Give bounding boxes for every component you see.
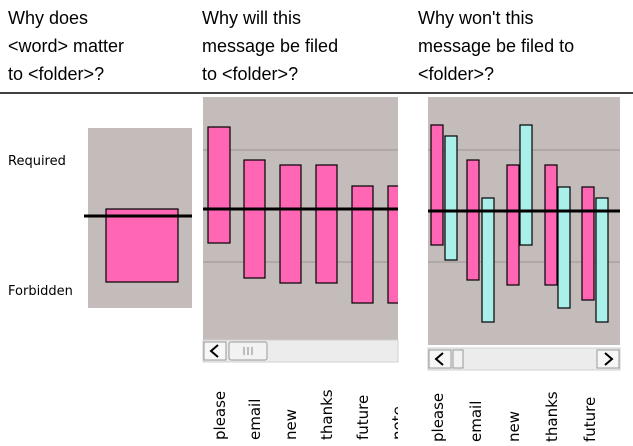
word-label: new (282, 409, 300, 440)
word-label: please (429, 393, 447, 442)
header-line: to <folder>? (8, 64, 104, 84)
bar (481, 197, 495, 323)
bar (595, 197, 609, 323)
bar (279, 164, 302, 284)
bar (466, 159, 480, 281)
scroll-right[interactable] (596, 349, 620, 369)
scroll-left[interactable] (428, 349, 452, 369)
arrow-icon (209, 344, 219, 358)
grip-icon (243, 347, 253, 355)
bar (519, 124, 533, 246)
header-line: Why won't this (418, 8, 533, 28)
word-label: new (505, 411, 523, 442)
scroll-left[interactable] (203, 341, 227, 361)
header-line: to <folder>? (202, 64, 298, 84)
bar (315, 164, 338, 284)
header-line: Why does (8, 8, 88, 28)
word-label: thanks (318, 389, 336, 440)
required-label: Required (8, 154, 66, 169)
bar (581, 186, 595, 301)
header-line: message be filed to (418, 36, 574, 56)
word-label: future (581, 397, 599, 442)
scroll-thumb[interactable] (452, 349, 464, 369)
bar (207, 126, 231, 244)
forbidden-label: Forbidden (8, 284, 73, 299)
arrow-icon (604, 352, 614, 366)
scrollbar[interactable] (427, 347, 621, 371)
word-label: email (246, 399, 264, 440)
bar (105, 208, 179, 283)
arrow-icon (434, 352, 444, 366)
header-line: <folder>? (418, 64, 494, 84)
header-line: <word> matter (8, 36, 124, 56)
bar (544, 164, 558, 286)
bar (557, 186, 571, 309)
header-line: message be filed (202, 36, 338, 56)
bar (444, 135, 458, 261)
bar (430, 124, 444, 246)
word-label: future (354, 395, 372, 440)
bar (351, 185, 374, 304)
bar (243, 159, 266, 279)
header-line: Why will this (202, 8, 301, 28)
word-label: note (389, 406, 407, 440)
word-label: please (211, 391, 229, 440)
bar (506, 164, 520, 286)
word-label: email (467, 401, 485, 442)
bar (387, 185, 398, 304)
word-label: thanks (543, 391, 561, 442)
